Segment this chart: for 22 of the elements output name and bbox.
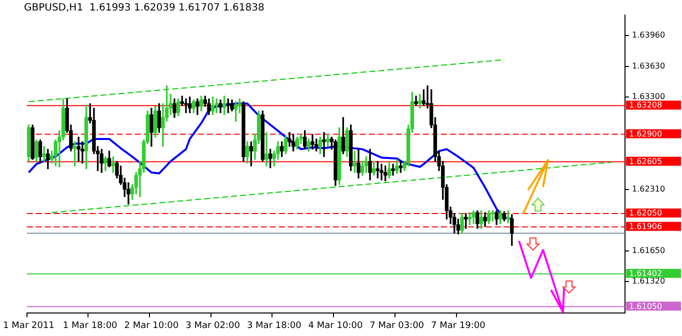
y-tick-label: 1.63960 (632, 30, 666, 40)
y-tick-label: 1.63630 (632, 61, 666, 70)
ref-line-label: 1.63208 (629, 100, 662, 110)
x-tick-label: 7 Mar 03:00 (370, 320, 424, 331)
x-tick-label: 3 Mar 18:00 (246, 320, 302, 331)
ref-line-label: 1.62900 (629, 129, 662, 138)
x-tick-label: 4 Mar 10:00 (308, 320, 363, 331)
y-tick-label: 1.61320 (632, 276, 666, 286)
y-tick-label: 1.61650 (632, 246, 666, 255)
chart-title: GBPUSD,H1 1.61993 1.62039 1.61707 1.61838 (24, 2, 264, 14)
x-tick-label: 1 Mar 18:00 (62, 320, 118, 331)
y-tick-label: 1.62310 (632, 184, 666, 194)
x-tick-label: 1 Mar 2011 (3, 320, 54, 331)
x-tick-label: 7 Mar 19:00 (431, 320, 486, 331)
y-tick-label: 1.63300 (632, 92, 666, 102)
ref-line-label: 1.61050 (629, 302, 662, 311)
ref-line-label: 1.62050 (629, 208, 662, 218)
x-tick-label: 2 Mar 10:00 (124, 320, 179, 331)
ref-line-label: 1.62605 (629, 156, 662, 166)
x-tick-label: 3 Mar 02:00 (186, 320, 240, 331)
ref-line-label: 1.61906 (629, 222, 662, 231)
ref-line-label: 1.61402 (629, 268, 662, 278)
